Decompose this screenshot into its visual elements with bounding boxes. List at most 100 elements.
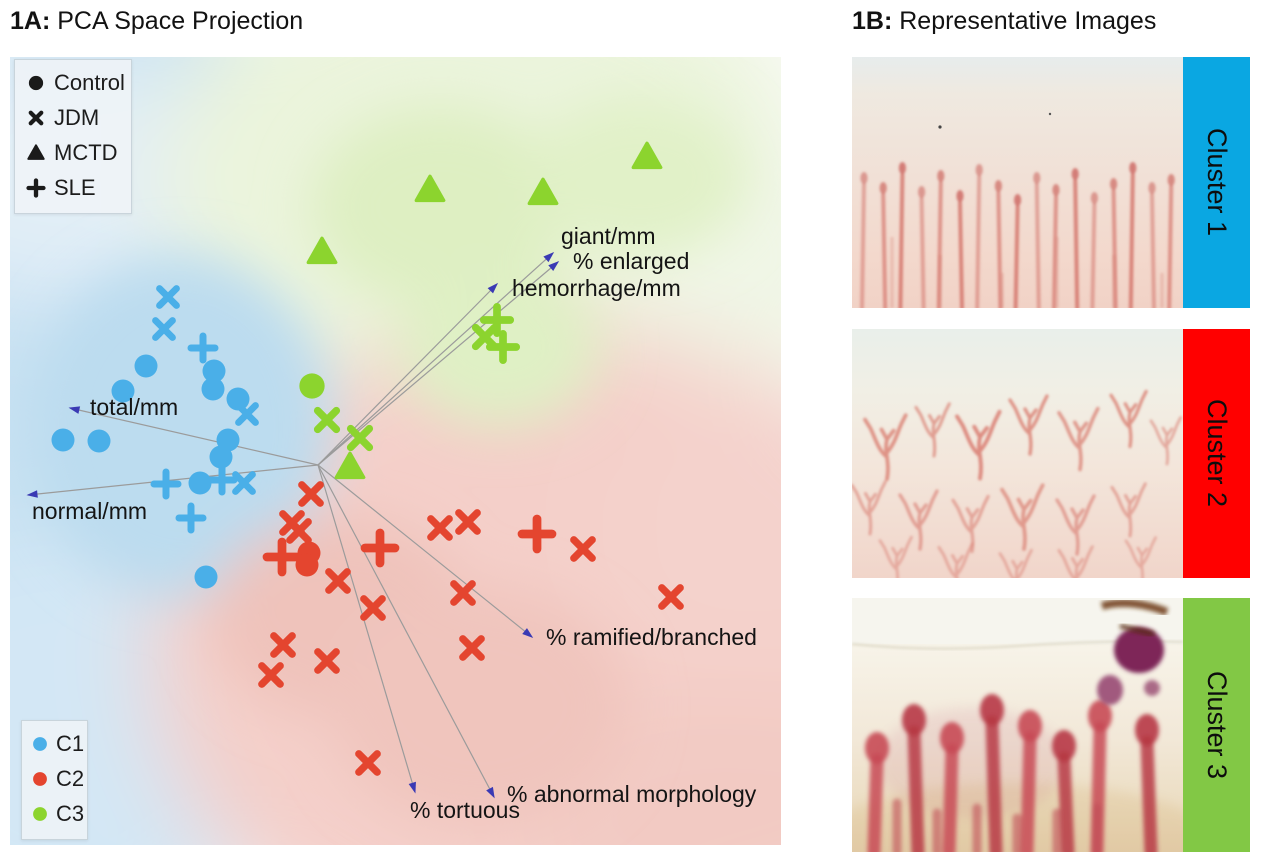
cluster3-photo (852, 598, 1183, 852)
series-C3 (299, 141, 663, 480)
data-point-circle (28, 75, 44, 91)
data-point-circle (188, 471, 212, 495)
c1-dot-icon (33, 737, 47, 751)
cluster1-bar-label: Cluster 1 (1202, 128, 1232, 237)
cluster-legend: C1 C2 C3 (21, 720, 88, 840)
loading-label: % enlarged (573, 248, 689, 274)
cluster2-photo (852, 329, 1183, 578)
data-point-plus (262, 537, 302, 577)
data-point-x (325, 568, 351, 594)
data-point-plus (187, 332, 219, 364)
data-point-x (570, 536, 596, 562)
loading-label: % tortuous (410, 797, 520, 823)
data-point-triangle (527, 177, 559, 206)
mctd-triangle-icon (27, 144, 45, 160)
data-point-circle (201, 377, 225, 401)
cluster3-bar-label: Cluster 3 (1202, 670, 1232, 780)
cluster1-photo-illustration (852, 57, 1183, 308)
data-point-plus (206, 464, 238, 496)
cluster3-photo-illustration (852, 598, 1183, 852)
data-point-circle (87, 429, 111, 453)
data-point-x (232, 471, 256, 495)
capillaries-normal-group (860, 162, 1175, 308)
loading-label: total/mm (90, 394, 178, 420)
loading-arrow (317, 464, 534, 638)
data-point-x (314, 648, 340, 674)
c3-dot-icon (33, 807, 47, 821)
sle-plus-icon (26, 178, 46, 198)
data-point-x (28, 110, 44, 126)
legend-item-c3: C3 (31, 801, 84, 827)
cluster1-bar: Cluster 1 (1183, 57, 1250, 308)
capillaries-ramified-group (852, 389, 1182, 578)
loading-arrow (68, 406, 319, 466)
loading-arrow (26, 464, 319, 498)
panel-a-title-text: PCA Space Projection (50, 7, 304, 35)
cluster3-bar: Cluster 3 (1183, 598, 1250, 852)
points-layer (51, 141, 684, 776)
data-point-x (286, 518, 312, 544)
loading-label: hemorrhage/mm (512, 275, 681, 301)
data-point-circle (194, 565, 218, 589)
data-point-x (658, 584, 684, 610)
loading-arrow (317, 464, 495, 799)
data-point-x (235, 402, 259, 426)
cluster2-bar: Cluster 2 (1183, 329, 1250, 578)
legend-label: Control (54, 70, 125, 95)
diagnosis-legend: Control JDM MCTD SLE (14, 59, 132, 214)
legend-item-mctd: MCTD (25, 140, 125, 166)
control-circle-icon (28, 75, 44, 91)
data-point-x (355, 750, 381, 776)
legend-label: C2 (56, 766, 85, 791)
loading-label: normal/mm (32, 498, 147, 524)
data-point-plus (175, 502, 207, 534)
data-point-x (152, 317, 176, 341)
loading-arrow (317, 251, 555, 466)
cluster1-photo (852, 57, 1183, 308)
legend-label: C1 (56, 731, 85, 756)
data-point-circle (134, 354, 158, 378)
data-point-circle (111, 379, 135, 403)
data-point-plus (26, 178, 46, 198)
data-point-x (450, 580, 476, 606)
data-point-x (313, 406, 341, 434)
legend-item-sle: SLE (25, 175, 125, 201)
cluster2-photo-illustration (852, 329, 1183, 578)
data-point-x (427, 515, 453, 541)
panel-b-title-text: Representative Images (892, 7, 1157, 35)
data-point-x (360, 595, 386, 621)
density-background (10, 57, 781, 845)
data-point-x (346, 424, 374, 452)
loading-arrow (317, 464, 416, 794)
cluster2-image-row: Cluster 2 (852, 329, 1250, 578)
legend-item-c2: C2 (31, 766, 84, 792)
hemorrhage-blob (1097, 627, 1164, 705)
cluster2-bar-label: Cluster 2 (1202, 399, 1232, 508)
loading-label: giant/mm (561, 223, 656, 249)
loading-arrow (317, 282, 499, 466)
data-point-x (258, 662, 284, 688)
data-point-circle (226, 387, 250, 411)
pca-plot: total/mm normal/mm giant/mm% enlarged hemor… (10, 57, 781, 845)
data-point-triangle (414, 174, 446, 203)
data-point-x (156, 285, 180, 309)
data-point-triangle (27, 144, 45, 160)
data-point-circle (33, 737, 47, 751)
panel-b-title-prefix: 1B: (852, 7, 893, 35)
legend-item-c1: C1 (31, 731, 84, 757)
legend-label: C3 (56, 801, 85, 826)
legend-label: MCTD (54, 140, 118, 165)
panel-a-title-prefix: 1A: (10, 7, 51, 35)
capillaries-giant-group (865, 694, 1159, 852)
legend-item-jdm: JDM (25, 105, 125, 131)
data-point-plus (360, 528, 400, 568)
data-point-x (455, 509, 481, 535)
series-C1 (51, 285, 259, 589)
series-C2 (258, 481, 684, 776)
legend-item-control: Control (25, 70, 125, 96)
data-point-triangle (631, 141, 663, 170)
data-point-circle (295, 553, 319, 577)
pca-plot-svg: total/mm normal/mm giant/mm% enlargedhemor… (10, 57, 781, 845)
jdm-x-icon (28, 110, 44, 126)
legend-label: SLE (54, 175, 96, 200)
